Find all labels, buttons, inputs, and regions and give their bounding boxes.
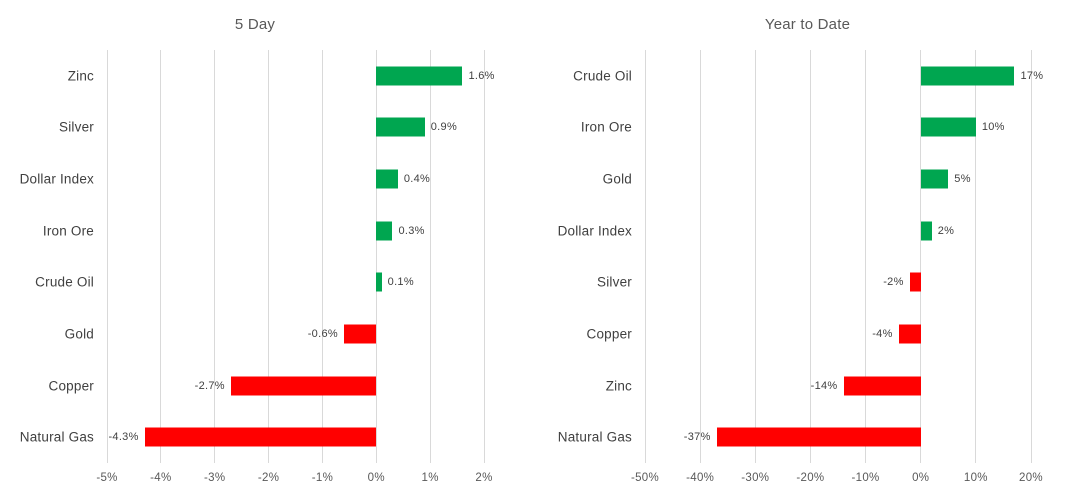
category-label-crude-oil: Crude Oil xyxy=(35,274,94,290)
bar-value-label-crude-oil: 17% xyxy=(1020,69,1044,82)
gridline xyxy=(429,50,431,463)
category-label-dollar-index: Dollar Index xyxy=(557,223,632,239)
bar-zinc xyxy=(376,66,463,86)
gridline xyxy=(375,50,377,463)
bar-dollar-index xyxy=(920,221,932,241)
x-axis-tick-label: -1% xyxy=(311,472,334,484)
category-label-zinc: Zinc xyxy=(605,378,632,394)
chart-title-year-to-date: Year to Date xyxy=(764,16,851,33)
x-axis-tick-label: -5% xyxy=(96,472,118,484)
gridline xyxy=(1030,50,1032,463)
x-axis-tick-label: -50% xyxy=(630,472,660,484)
bar-gold xyxy=(920,169,949,189)
bar-value-label-gold: -0.6% xyxy=(307,327,338,340)
category-label-copper: Copper xyxy=(586,326,632,342)
bar-value-label-dollar-index: 0.4% xyxy=(403,173,431,186)
gridline xyxy=(754,50,756,463)
bar-value-label-copper: -2.7% xyxy=(194,379,225,392)
category-label-natural-gas: Natural Gas xyxy=(19,429,94,445)
bar-natural-gas xyxy=(716,427,921,447)
bar-value-label-iron-ore: 0.3% xyxy=(398,224,425,237)
bar-copper xyxy=(898,324,921,344)
bar-iron-ore xyxy=(920,117,976,137)
bar-crude-oil xyxy=(376,272,382,292)
x-axis-tick-label: -40% xyxy=(686,472,715,484)
x-axis-tick-label: -20% xyxy=(796,472,825,484)
category-label-iron-ore: Iron Ore xyxy=(580,119,632,135)
category-label-natural-gas: Natural Gas xyxy=(557,429,632,445)
bar-value-label-zinc: 1.6% xyxy=(468,69,495,82)
bar-value-label-silver: 0.9% xyxy=(430,121,458,134)
gridline xyxy=(975,50,977,463)
plot-area-year-to-date: -50% -40% -30% -20% -10% 0% 10% 20% Crude Oil 17%… xyxy=(558,50,1043,484)
gridline xyxy=(268,50,270,463)
category-label-silver: Silver xyxy=(59,119,94,135)
chart-title-5-day: 5 Day xyxy=(234,16,276,33)
bar-value-label-natural-gas: -4.3% xyxy=(108,431,139,444)
gridline xyxy=(865,50,867,463)
bar-iron-ore xyxy=(376,221,393,241)
gridline xyxy=(699,50,701,463)
category-label-iron-ore: Iron Ore xyxy=(42,223,94,239)
category-label-dollar-index: Dollar Index xyxy=(19,171,94,187)
bar-copper xyxy=(230,376,377,396)
bar-value-label-silver: -2% xyxy=(883,276,904,289)
gridline xyxy=(106,50,108,463)
x-axis-tick-label: 0% xyxy=(367,472,385,484)
x-axis-tick-label: 1% xyxy=(421,472,439,484)
gridline xyxy=(214,50,216,463)
bar-natural-gas xyxy=(144,427,377,447)
bar-silver xyxy=(376,117,425,137)
category-label-zinc: Zinc xyxy=(67,68,94,84)
bar-value-label-dollar-index: 2% xyxy=(937,224,955,237)
plot-area-5-day: -5% -4% -3% -2% -1% 0% 1% 2% Zinc 1.6% Silver 0.9% D… xyxy=(20,50,494,484)
category-label-gold: Gold xyxy=(602,171,632,187)
category-label-silver: Silver xyxy=(597,274,632,290)
bar-value-label-natural-gas: -37% xyxy=(683,431,711,444)
bar-crude-oil xyxy=(920,66,1015,86)
gridline xyxy=(920,50,922,463)
bar-dollar-index xyxy=(376,169,398,189)
bar-value-label-copper: -4% xyxy=(872,327,893,340)
chart-year-to-date: Year to Date -50% -40% -30% -20% -10% 0% 10% 20… xyxy=(538,0,1077,503)
x-axis-tick-label: -2% xyxy=(257,472,280,484)
bar-gold xyxy=(343,324,377,344)
x-axis-tick-label: -4% xyxy=(150,472,172,484)
bar-value-label-gold: 5% xyxy=(954,173,971,186)
x-axis-tick-label: 10% xyxy=(963,472,988,484)
bar-zinc xyxy=(843,376,921,396)
category-label-gold: Gold xyxy=(64,326,94,342)
category-label-copper: Copper xyxy=(48,378,94,394)
bar-value-label-crude-oil: 0.1% xyxy=(387,276,414,289)
category-label-crude-oil: Crude Oil xyxy=(573,68,632,84)
gridline xyxy=(321,50,323,463)
x-axis-tick-label: 0% xyxy=(912,472,930,484)
x-axis-tick-label: -30% xyxy=(741,472,770,484)
gridline xyxy=(809,50,811,463)
gridline xyxy=(160,50,162,463)
bar-silver xyxy=(909,272,921,292)
x-axis-tick-label: 20% xyxy=(1019,472,1043,484)
chart-5-day: 5 Day -5% -4% -3% -2% -1% 0% 1% 2% Zinc 1.6% Silve… xyxy=(0,0,538,503)
gridline xyxy=(483,50,485,463)
bar-value-label-iron-ore: 10% xyxy=(981,121,1005,134)
x-axis-tick-label: -3% xyxy=(204,472,226,484)
x-axis-tick-label: 2% xyxy=(475,472,493,484)
bar-value-label-zinc: -14% xyxy=(810,379,838,392)
x-axis-tick-label: -10% xyxy=(851,472,880,484)
gridline xyxy=(644,50,646,463)
